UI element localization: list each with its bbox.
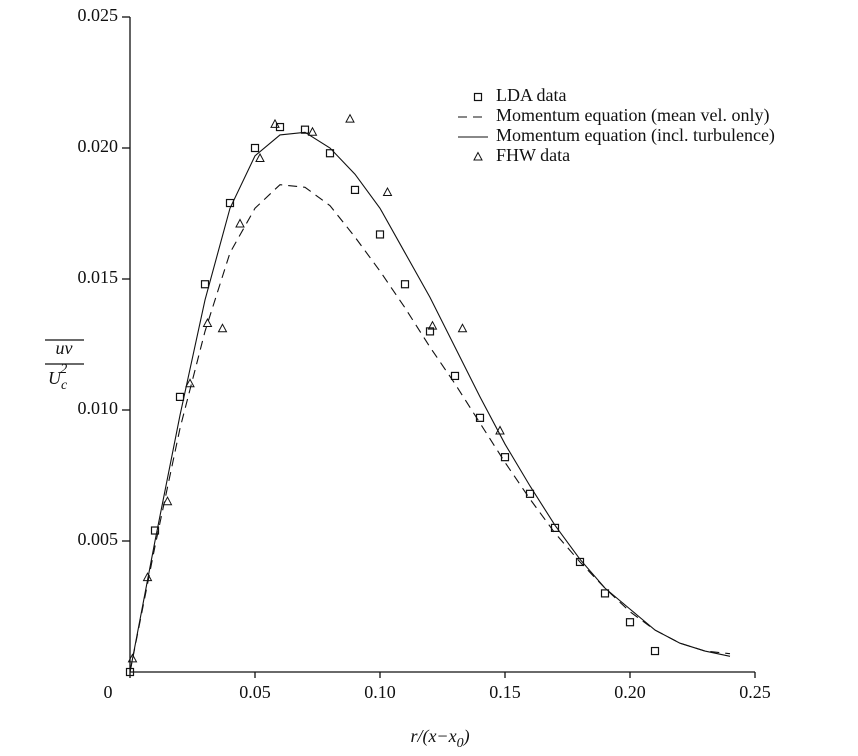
square-marker	[150, 526, 160, 535]
y-label-denominator: Uc2	[48, 362, 68, 393]
square-marker	[400, 280, 410, 289]
legend-label: LDA data	[496, 85, 566, 105]
triangle-marker	[495, 425, 505, 435]
square-marker	[425, 327, 435, 336]
triangle-marker	[127, 653, 138, 663]
x-tick-label: 0.15	[489, 682, 521, 702]
y-tick-label: 0.015	[78, 267, 119, 287]
legend-label: Momentum equation (mean vel. only)	[496, 105, 769, 126]
triangle-marker	[307, 126, 318, 136]
square-marker	[650, 646, 660, 656]
x-tick-label: 0.25	[739, 682, 771, 702]
y-label-numerator: uv	[56, 338, 73, 358]
square-marker	[325, 149, 335, 158]
legend-marker	[473, 92, 483, 102]
square-marker	[525, 489, 535, 498]
triangle-marker	[345, 113, 355, 123]
triangle-marker	[217, 323, 228, 333]
square-marker	[250, 143, 260, 153]
legend-marker	[473, 151, 483, 161]
triangle-marker	[142, 572, 153, 582]
x-tick-label: 0.05	[239, 682, 271, 702]
x-tick-label: 0.10	[364, 682, 396, 702]
y-tick-label: 0.010	[78, 398, 119, 418]
square-marker	[225, 198, 235, 208]
triangle-marker	[457, 323, 468, 333]
square-marker	[200, 280, 210, 289]
triangle-marker	[185, 378, 195, 388]
y-tick-label: 0.005	[78, 529, 119, 549]
square-marker	[175, 392, 185, 401]
square-marker	[600, 589, 610, 598]
x-axis-label: r/(x−x0)	[410, 726, 469, 751]
x-tick-label: 0.20	[614, 682, 646, 702]
square-marker	[350, 185, 360, 195]
triangle-marker	[162, 496, 173, 506]
y-axis-label: uv Uc2	[45, 338, 84, 393]
y-tick-label: 0.025	[78, 5, 119, 25]
legend-label: FHW data	[496, 145, 570, 165]
square-marker	[475, 413, 485, 422]
square-marker	[375, 230, 385, 239]
triangle-marker	[382, 186, 393, 197]
triangle-marker	[427, 320, 438, 330]
square-marker	[450, 371, 460, 381]
triangle-marker	[270, 118, 280, 128]
square-marker	[625, 618, 635, 627]
square-marker	[125, 667, 135, 677]
triangle-marker	[235, 218, 245, 228]
square-marker	[500, 453, 510, 462]
triangle-marker	[202, 317, 213, 328]
square-marker	[300, 125, 310, 134]
legend-label: Momentum equation (incl. turbulence)	[496, 125, 775, 146]
triangle-marker	[255, 152, 265, 162]
series-line	[129, 184, 731, 673]
y-tick-label: 0.020	[78, 136, 119, 156]
x-tick-label: 0	[104, 682, 113, 702]
series-line	[129, 131, 731, 673]
